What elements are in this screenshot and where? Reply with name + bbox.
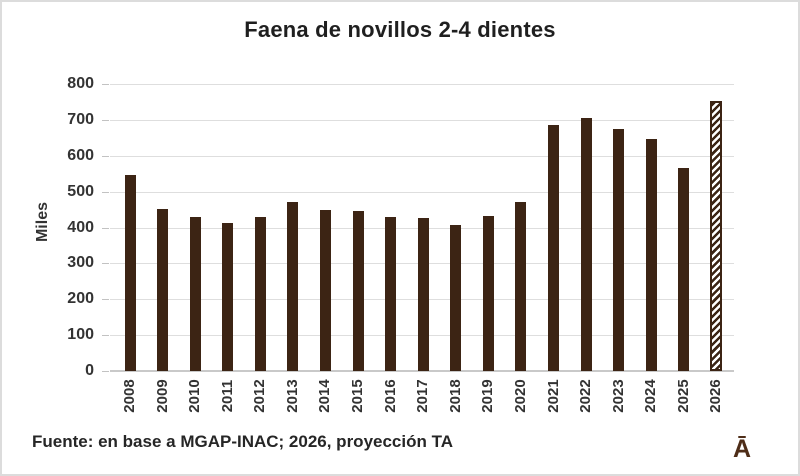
x-tick-label-2015: 2015 [349,379,367,413]
x-tick-label-2018: 2018 [446,379,464,413]
plot-area [110,84,734,372]
gridline-800 [110,84,734,85]
bar-2022 [580,118,592,371]
y-tick-label-600: 600 [67,146,94,164]
bar-2013 [287,202,299,371]
y-tick-mark [102,335,109,337]
gridline-500 [110,191,734,193]
x-tick-label-2017: 2017 [414,379,432,413]
gridline-700 [110,119,734,121]
x-tick-label-2025: 2025 [674,379,692,413]
y-tick-mark [102,299,109,301]
logo-mark: Ā [733,435,752,463]
bar-2016 [385,217,397,371]
source-note: Fuente: en base a MGAP-INAC; 2026, proye… [32,432,453,451]
y-tick-mark [102,371,109,372]
y-tick-label-200: 200 [67,290,94,308]
x-tick-label-2014: 2014 [316,379,334,413]
bar-2017 [417,217,429,371]
x-tick-label-2013: 2013 [283,379,301,413]
x-tick-label-2019: 2019 [479,379,497,413]
bar-2009 [157,208,169,371]
bar-2014 [319,210,331,371]
gridline-600 [110,155,734,157]
x-tick-label-2008: 2008 [121,379,138,413]
bar-2023 [613,129,625,371]
chart-title: Faena de novillos 2-4 dientes [244,17,556,42]
x-tick-label-2022: 2022 [577,379,595,413]
bar-2019 [482,216,494,371]
y-tick-label-300: 300 [67,254,94,272]
y-tick-mark [102,227,109,229]
bar-2011 [222,222,234,371]
y-tick-label-700: 700 [67,110,94,128]
bar-2018 [450,225,462,371]
y-tick-label-800: 800 [67,75,94,92]
x-tick-label-2024: 2024 [642,379,660,413]
x-tick-label-2009: 2009 [153,379,171,413]
bar-2012 [254,216,266,371]
y-tick-label-500: 500 [67,182,94,200]
bar-2008 [124,175,136,371]
x-tick-label-2021: 2021 [544,379,562,413]
y-tick-label-400: 400 [67,218,94,236]
x-tick-label-2016: 2016 [381,379,399,413]
x-tick-label-2011: 2011 [218,379,236,413]
bar-2021 [548,124,560,371]
y-tick-mark [102,119,109,121]
x-tick-label-2026: 2026 [707,379,725,413]
y-tick-label-100: 100 [67,326,94,344]
bar-2010 [189,217,201,371]
y-tick-mark [102,191,109,193]
x-tick-label-2023: 2023 [609,379,627,413]
bar-2015 [352,211,364,371]
y-tick-mark [102,155,109,157]
bar-2020 [515,202,527,371]
x-tick-label-2012: 2012 [251,379,269,413]
x-axis-line [110,370,734,372]
x-tick-label-2020: 2020 [511,379,529,413]
y-tick-label-0: 0 [85,362,94,379]
y-tick-mark [102,263,109,265]
bar-2026 [710,101,723,371]
bar-2024 [645,138,657,371]
y-tick-mark [102,84,109,85]
bar-2025 [678,167,690,371]
x-tick-label-2010: 2010 [186,379,204,413]
